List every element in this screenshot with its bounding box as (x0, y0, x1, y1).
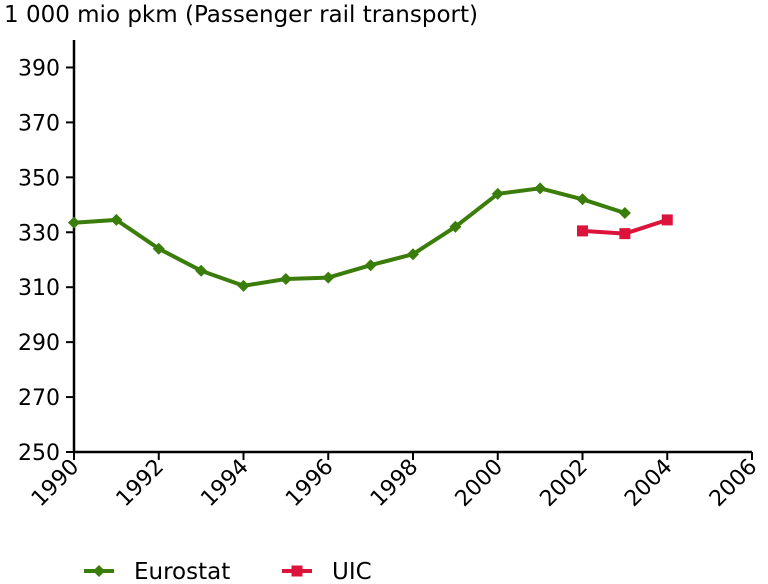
y-tick-label: 250 (18, 441, 60, 466)
x-tick-label: 2000 (451, 455, 508, 512)
axes (66, 40, 753, 460)
y-tick-label: 390 (18, 56, 60, 81)
legend-label: Eurostat (134, 559, 230, 584)
data-point (279, 272, 292, 285)
data-point (68, 216, 80, 229)
x-tick-labels: 1990 1992 1994 1996 1998 2000 2002 2004 2006 (27, 455, 762, 512)
legend-label: UIC (332, 559, 372, 584)
x-tick-label: 1992 (112, 455, 169, 512)
data-point (576, 193, 589, 206)
x-tick-label: 2004 (620, 455, 677, 512)
data-point (577, 225, 588, 237)
y-tick-label: 370 (18, 111, 60, 136)
data-point (407, 248, 419, 261)
data-point (491, 187, 504, 200)
chart-title: 1 000 mio pkm (Passenger rail transport) (4, 2, 478, 28)
data-point (534, 182, 547, 195)
x-tick-label: 1998 (366, 455, 423, 512)
x-tick-label: 2006 (705, 455, 762, 512)
data-point (449, 220, 462, 233)
legend-marker (291, 565, 303, 577)
legend-marker (93, 565, 105, 577)
y-tick-label: 330 (18, 221, 60, 246)
data-point (110, 213, 123, 226)
data-point (618, 207, 631, 220)
data-point (619, 228, 631, 240)
x-tick-label: 1994 (196, 455, 253, 512)
x-tick-label: 2002 (535, 455, 592, 512)
x-tick-label: 1996 (281, 455, 338, 512)
y-tick-label: 270 (18, 386, 60, 411)
data-point (364, 259, 377, 272)
series-layer (68, 182, 673, 292)
y-tick-label: 310 (18, 276, 60, 301)
y-tick-label: 350 (18, 166, 60, 191)
series-line-eurostat (73, 186, 626, 288)
data-point (237, 279, 250, 292)
data-point (322, 271, 335, 284)
data-point (195, 264, 208, 277)
data-point (661, 214, 673, 226)
data-point (152, 242, 165, 255)
y-tick-label: 290 (18, 331, 60, 356)
y-tick-labels: 250 270 290 310 330 350 370 390 (18, 56, 60, 466)
legend: Eurostat UIC (84, 559, 372, 584)
